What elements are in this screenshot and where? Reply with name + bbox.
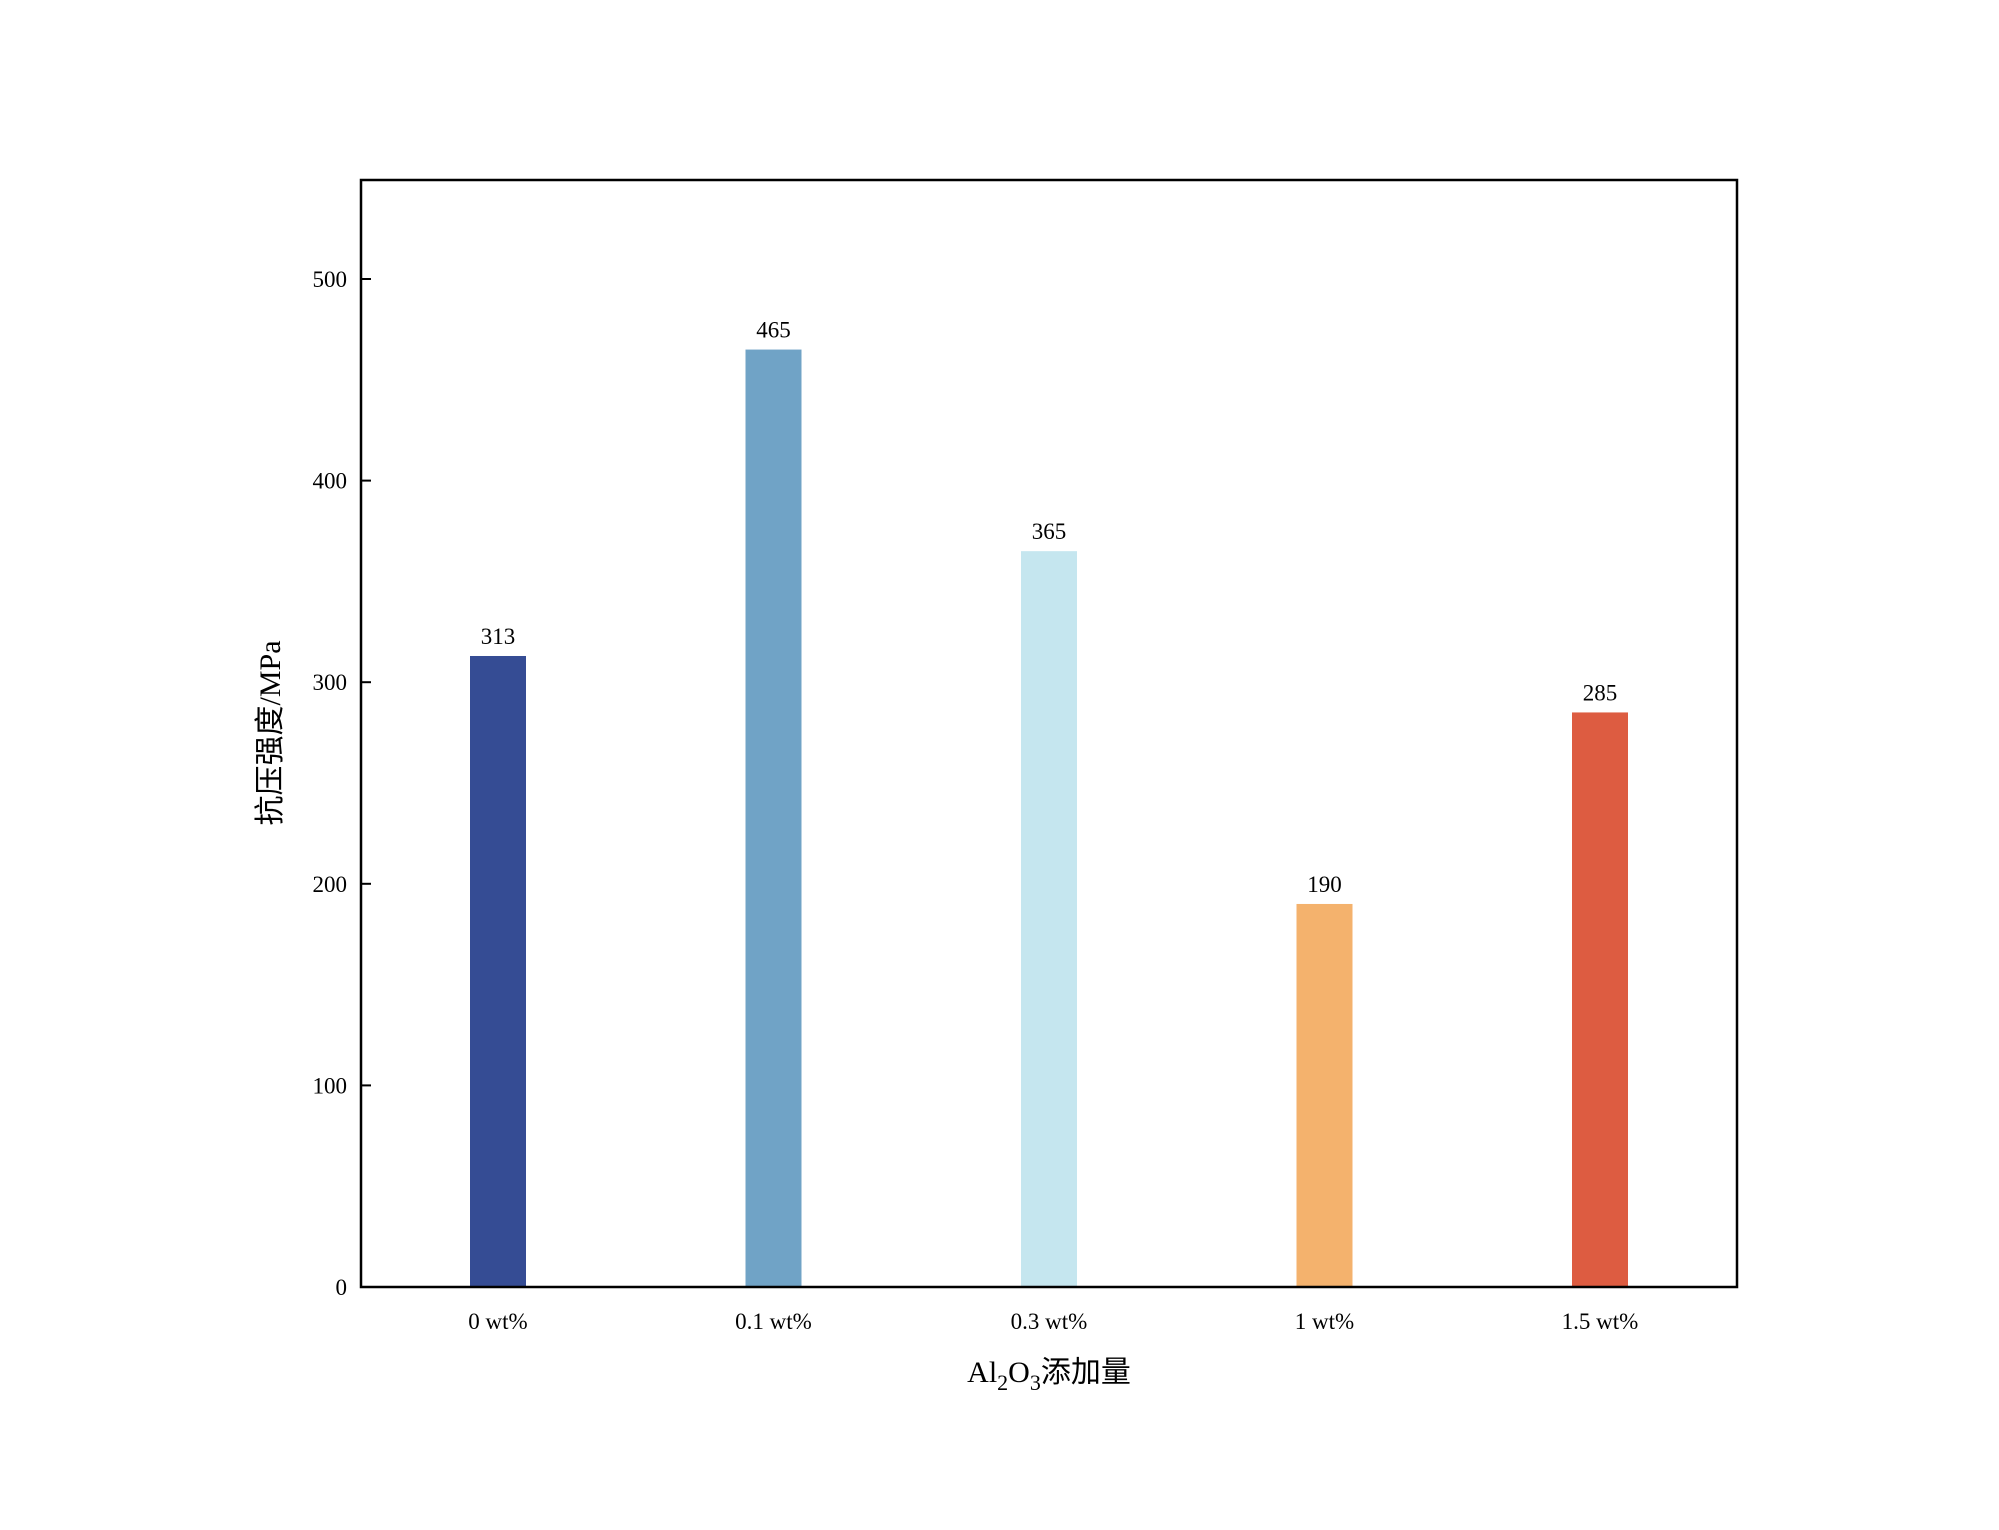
y-tick-label-4: 400 bbox=[313, 469, 348, 494]
y-tick-label-0: 0 bbox=[336, 1275, 348, 1300]
bar-value-label-3: 190 bbox=[1307, 872, 1342, 897]
bar-value-label-2: 365 bbox=[1032, 519, 1067, 544]
y-tick-label-5: 500 bbox=[313, 267, 348, 292]
x-tick-label-4: 1.5 wt% bbox=[1562, 1309, 1639, 1334]
x-tick-label-2: 0.3 wt% bbox=[1011, 1309, 1088, 1334]
bar-labels-group: 313 465 365 190 285 bbox=[481, 318, 1618, 897]
y-ticks-group: 0 100 200 300 400 500 bbox=[313, 267, 371, 1300]
x-tick-label-0: 0 wt% bbox=[468, 1309, 527, 1334]
x-ticks-group: 0 wt% 0.1 wt% 0.3 wt% 1 wt% 1.5 wt% bbox=[468, 1309, 1638, 1334]
bar-4 bbox=[1572, 712, 1628, 1287]
bar-1 bbox=[745, 349, 802, 1287]
bar-3 bbox=[1296, 903, 1353, 1287]
y-axis-title: 抗压强度/MPa bbox=[254, 640, 287, 825]
plot-frame bbox=[359, 178, 1739, 1289]
bar-0 bbox=[470, 655, 526, 1287]
y-tick-label-3: 300 bbox=[313, 670, 348, 695]
x-tick-label-1: 0.1 wt% bbox=[735, 1309, 812, 1334]
x-tick-label-3: 1 wt% bbox=[1295, 1309, 1354, 1334]
bars-group bbox=[470, 349, 1628, 1287]
bar-2 bbox=[1021, 551, 1077, 1287]
x-axis-title: Al2O3添加量 bbox=[967, 1356, 1131, 1395]
y-tick-label-2: 200 bbox=[313, 872, 348, 897]
bar-value-label-1: 465 bbox=[756, 318, 791, 343]
bar-value-label-4: 285 bbox=[1583, 680, 1618, 705]
bar-value-label-0: 313 bbox=[481, 624, 516, 649]
y-tick-label-1: 100 bbox=[313, 1073, 348, 1098]
